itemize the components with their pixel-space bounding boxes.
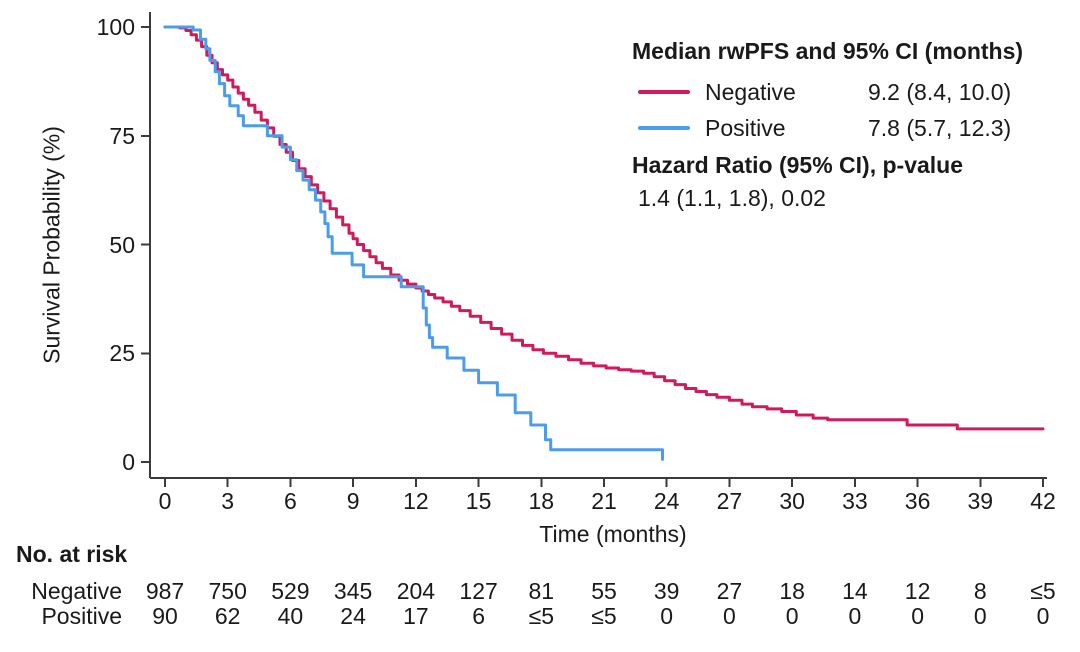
risk-cell-positive-27: 0 [722,603,736,629]
risk-cell-negative-27: 27 [716,578,743,604]
risk-cell-positive-21: ≤5 [591,603,617,629]
risk-cell-positive-0: 90 [152,603,178,629]
risk-cell-negative-6: 529 [271,578,310,604]
risk-cell-positive-42: 0 [1036,603,1050,629]
x-tick-label: 27 [716,488,743,514]
risk-table-title: No. at risk [16,541,128,567]
risk-cell-negative-39: 8 [973,578,987,604]
y-tick-label: 50 [109,231,135,258]
x-axis-title: Time (months) [539,521,687,547]
risk-cell-negative-42: ≤5 [1030,578,1056,604]
legend-entry-value-negative: 9.2 (8.4, 10.0) [868,79,1012,105]
y-tick-label: 25 [109,340,135,367]
risk-cell-positive-39: 0 [973,603,987,629]
legend-title: Median rwPFS and 95% CI (months) [632,38,1024,64]
risk-cell-positive-30: 0 [785,603,799,629]
risk-cell-positive-12: 17 [403,603,429,629]
y-tick-label: 75 [109,122,135,149]
positive-survival-curve [163,25,664,461]
x-tick-label: 36 [904,488,931,514]
x-tick-label: 39 [967,488,994,514]
x-tick-label: 33 [842,488,868,514]
risk-cell-positive-18: ≤5 [528,603,554,629]
x-tick-label: 18 [528,488,555,514]
x-tick-label: 12 [403,488,429,514]
x-tick-label: 24 [653,488,680,514]
risk-cell-negative-18: 81 [528,578,555,604]
risk-cell-positive-15: 6 [472,603,485,629]
risk-cell-negative-0: 987 [145,578,185,604]
risk-cell-negative-12: 204 [396,578,436,604]
x-tick-label: 21 [591,488,617,514]
legend-entry-label-positive: Positive [705,115,786,141]
positive-line-swatch [638,126,690,130]
risk-cell-negative-24: 39 [653,578,680,604]
risk-cell-negative-21: 55 [591,578,617,604]
risk-cell-positive-6: 40 [277,603,304,629]
y-tick-label: 0 [122,449,135,475]
risk-cell-negative-15: 127 [459,578,498,604]
risk-row-label-positive: Positive [41,603,122,629]
legend-entry-label-negative: Negative [705,79,796,105]
risk-cell-positive-9: 24 [340,603,366,629]
hazard-ratio-value: 1.4 (1.1, 1.8), 0.02 [638,185,826,211]
risk-cell-negative-3: 750 [208,578,247,604]
y-tick-label: 100 [96,14,135,40]
risk-cell-positive-36: 0 [911,603,924,629]
risk-cell-negative-33: 14 [842,578,868,604]
x-tick-label: 15 [465,488,492,514]
risk-row-label-negative: Negative [31,578,122,604]
risk-cell-negative-9: 345 [333,578,373,604]
risk-cell-positive-3: 62 [214,603,241,629]
x-tick-label: 9 [346,488,360,514]
risk-cell-negative-36: 12 [904,578,931,604]
y-axis-title: Survival Probability (%) [38,126,65,364]
x-tick-label: 30 [779,488,805,514]
hazard-ratio-title: Hazard Ratio (95% CI), p-value [632,152,964,178]
x-tick-label: 6 [283,488,297,514]
risk-cell-negative-30: 18 [779,578,805,604]
legend-entry-value-positive: 7.8 (5.7, 12.3) [868,115,1012,141]
risk-cell-positive-33: 0 [848,603,862,629]
risk-cell-positive-24: 0 [660,603,674,629]
x-tick-label: 0 [158,488,172,514]
x-tick-label: 3 [221,488,235,514]
x-tick-label: 42 [1030,488,1056,514]
negative-line-swatch [638,90,690,94]
